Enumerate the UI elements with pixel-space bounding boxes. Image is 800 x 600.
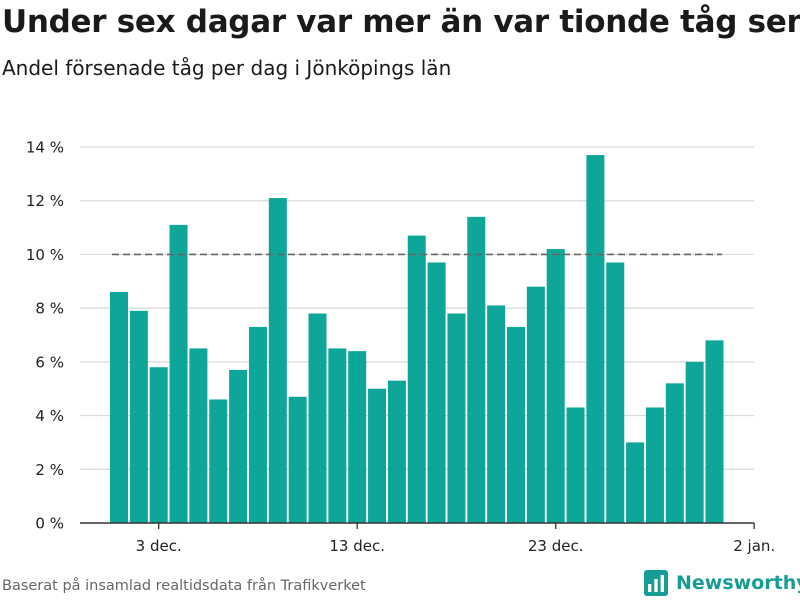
bar — [705, 340, 724, 523]
bar — [387, 380, 406, 523]
x-tick-label: 13 dec. — [329, 537, 385, 555]
bar — [169, 224, 188, 523]
y-tick-label: 6 % — [35, 353, 64, 371]
bar — [149, 367, 168, 523]
bar — [507, 326, 525, 523]
y-tick-label: 4 % — [35, 407, 64, 425]
chart-subtitle: Andel försenade tåg per dag i Jönköpings… — [2, 56, 452, 80]
y-tick-label: 12 % — [26, 192, 64, 210]
bar — [447, 313, 466, 523]
bar — [467, 216, 486, 524]
bars — [110, 155, 724, 524]
x-tick-label: 2 jan. — [733, 537, 775, 555]
bar — [645, 407, 664, 523]
x-axis: 3 dec. 13 dec. 23 dec. 2 jan. — [80, 522, 775, 555]
bar — [368, 388, 387, 523]
y-tick-label: 8 % — [35, 300, 64, 318]
y-axis-ticks: 0 % 2 % 4 % 6 % 8 % 10 % 12 % 14 % — [26, 139, 64, 533]
bar — [209, 399, 228, 523]
bar — [348, 351, 367, 523]
source-note: Baserat på insamlad realtidsdata från Tr… — [2, 578, 366, 594]
newsworthy-brand[interactable]: Newsworthy — [644, 570, 800, 596]
y-tick-label: 0 % — [35, 515, 64, 533]
bar — [626, 442, 645, 523]
bar — [427, 262, 446, 523]
y-tick-label: 14 % — [26, 139, 64, 157]
bar — [110, 292, 128, 523]
bar — [606, 262, 625, 523]
bar — [685, 361, 704, 523]
bar — [566, 407, 585, 523]
bar — [189, 348, 208, 523]
brand-name: Newsworthy — [676, 572, 800, 594]
x-tick-label: 23 dec. — [528, 537, 584, 555]
bar — [546, 249, 565, 524]
bar — [526, 286, 545, 523]
x-tick-label: 3 dec. — [136, 537, 182, 555]
bar — [665, 383, 684, 523]
bar — [487, 305, 506, 523]
bar — [229, 369, 248, 523]
bar — [248, 326, 267, 523]
bar — [268, 198, 287, 523]
bar — [328, 348, 347, 523]
bar — [129, 310, 148, 523]
bar — [288, 396, 307, 523]
bar — [586, 155, 605, 524]
y-tick-label: 10 % — [26, 246, 64, 264]
chart-title: Under sex dagar var mer än var tionde tå… — [2, 4, 800, 40]
bar — [407, 235, 426, 523]
y-tick-label: 2 % — [35, 461, 64, 479]
newsworthy-logo-icon — [644, 570, 668, 596]
bar — [308, 313, 327, 523]
